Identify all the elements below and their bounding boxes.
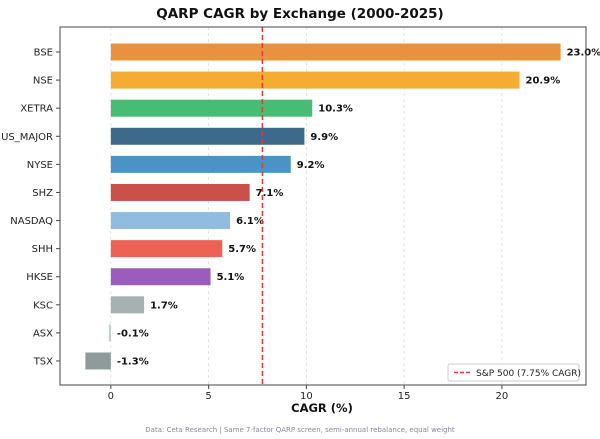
y-tick-label: BSE xyxy=(34,48,53,59)
bar-bse xyxy=(110,43,561,61)
x-tick-label: 5 xyxy=(205,391,211,402)
data-label: 6.1% xyxy=(236,216,264,227)
bar-shh xyxy=(110,240,223,258)
data-label: 10.3% xyxy=(318,104,353,115)
y-tick-label: NSE xyxy=(33,76,53,87)
plot-frame xyxy=(59,26,587,386)
y-tick-label: TSX xyxy=(33,357,53,368)
bar-hkse xyxy=(110,268,211,286)
footnote: Data: Ceta Research | Same 7-factor QARP… xyxy=(145,426,455,434)
data-label: -1.3% xyxy=(117,357,149,368)
y-tick-label: SHZ xyxy=(32,188,53,199)
bar-shz xyxy=(110,183,250,201)
bar-nyse xyxy=(110,155,291,173)
y-tick-label: HKSE xyxy=(26,272,53,283)
data-label: 1.7% xyxy=(150,300,178,311)
bar-tsx xyxy=(85,352,111,370)
bar-xetra xyxy=(110,99,313,117)
x-tick-label: 0 xyxy=(108,391,114,402)
data-label: 5.7% xyxy=(228,244,256,255)
bar-nse xyxy=(110,71,520,89)
data-label: 5.1% xyxy=(217,272,245,283)
x-tick-label: 10 xyxy=(300,391,313,402)
chart-title: QARP CAGR by Exchange (2000-2025) xyxy=(156,6,443,22)
data-label: 7.1% xyxy=(256,188,284,199)
data-label: 23.0% xyxy=(567,48,600,59)
y-tick-label: XETRA xyxy=(20,104,53,115)
bar-us_major xyxy=(110,127,305,145)
data-label: 9.2% xyxy=(297,160,325,171)
y-tick-label: KSC xyxy=(33,300,53,311)
x-axis-label: CAGR (%) xyxy=(291,401,353,415)
x-tick-label: 20 xyxy=(496,391,509,402)
y-tick-label: SHH xyxy=(32,244,53,255)
bar-nasdaq xyxy=(110,212,231,230)
legend: S&P 500 (7.75% CAGR) xyxy=(447,363,581,382)
y-tick-label: NYSE xyxy=(27,160,53,171)
y-tick-label: NASDAQ xyxy=(10,216,53,227)
y-tick-label: ASX xyxy=(33,328,53,339)
bar-ksc xyxy=(110,296,145,314)
data-label: 20.9% xyxy=(526,76,561,87)
data-label: 9.9% xyxy=(310,132,338,143)
y-tick-label: US_MAJOR xyxy=(1,132,53,143)
x-tick-label: 15 xyxy=(398,391,411,402)
legend-label: S&P 500 (7.75% CAGR) xyxy=(476,369,581,379)
bar-asx xyxy=(108,324,111,342)
data-label: -0.1% xyxy=(117,328,149,339)
